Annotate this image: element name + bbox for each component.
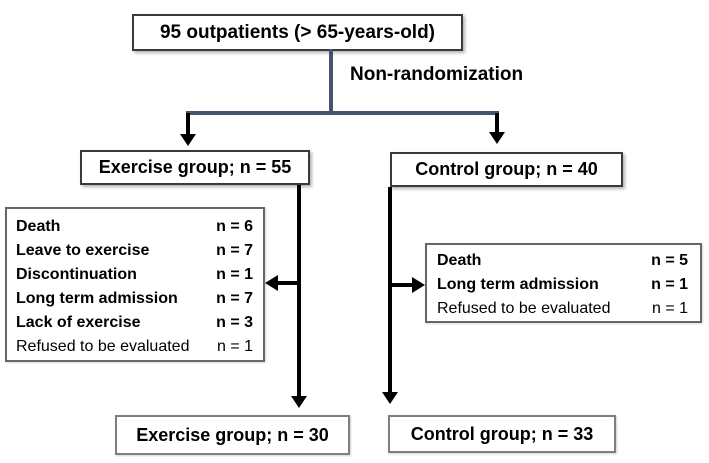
exclusion-row: Refused to be evaluated n = 1 — [437, 297, 688, 321]
arrowhead-down-icon — [291, 396, 307, 408]
exclusion-label: Refused to be evaluated — [16, 338, 190, 355]
non-randomization-label: Non-randomization — [350, 64, 524, 85]
exercise-group-final-box: Exercise group; n = 30 — [115, 415, 350, 455]
exclusion-row: Death n = 6 — [16, 215, 253, 239]
exclusion-row: Leave to exercise n = 7 — [16, 239, 253, 263]
arrowhead-down-icon — [180, 134, 196, 146]
arrowhead-left-icon — [265, 275, 278, 291]
exclusion-value: n = 1 — [216, 338, 253, 355]
arrow-shaft — [276, 281, 301, 285]
exercise-exclusions-box: Death n = 6 Leave to exercise n = 7 Disc… — [5, 207, 265, 362]
exercise-group-initial-label: Exercise group; n = 55 — [98, 157, 292, 177]
exclusion-value: n = 7 — [216, 290, 253, 307]
connector-vertical-stub — [329, 49, 333, 113]
arrowhead-right-icon — [412, 277, 425, 293]
control-group-final-label: Control group; n = 33 — [410, 423, 594, 444]
exclusion-label: Leave to exercise — [16, 242, 150, 259]
arrow-shaft — [495, 113, 499, 133]
exclusion-value: n = 1 — [216, 266, 253, 283]
arrow-shaft — [391, 283, 413, 287]
arrowhead-down-icon — [489, 132, 505, 144]
exclusion-value: n = 1 — [651, 276, 688, 293]
control-exclusions-box: Death n = 5 Long term admission n = 1 Re… — [425, 243, 702, 323]
exclusion-row: Lack of exercise n = 3 — [16, 311, 253, 335]
exclusion-row: Refused to be evaluated n = 1 — [16, 335, 253, 359]
exercise-group-final-label: Exercise group; n = 30 — [136, 424, 329, 445]
exclusion-label: Death — [437, 252, 482, 269]
control-group-initial-label: Control group; n = 40 — [415, 159, 598, 179]
arrowhead-down-icon — [382, 392, 398, 404]
exercise-group-initial-box: Exercise group; n = 55 — [80, 150, 310, 185]
exclusion-label: Discontinuation — [16, 266, 137, 283]
exclusion-value: n = 6 — [216, 218, 253, 235]
exclusion-label: Long term admission — [437, 276, 599, 293]
control-group-initial-box: Control group; n = 40 — [390, 152, 623, 187]
arrow-shaft — [186, 113, 190, 135]
exclusion-row: Long term admission n = 1 — [437, 273, 688, 297]
exclusion-value: n = 3 — [216, 314, 253, 331]
arrow-shaft — [297, 185, 301, 397]
total-patients-label: 95 outpatients (> 65-years-old) — [159, 21, 436, 43]
exclusion-label: Lack of exercise — [16, 314, 141, 331]
control-group-final-box: Control group; n = 33 — [388, 415, 616, 453]
connector-horizontal-branch — [186, 111, 499, 115]
exclusion-row: Discontinuation n = 1 — [16, 263, 253, 287]
exclusion-row: Death n = 5 — [437, 249, 688, 273]
exclusion-label: Long term admission — [16, 290, 178, 307]
exclusion-value: n = 7 — [216, 242, 253, 259]
exclusion-label: Refused to be evaluated — [437, 300, 611, 317]
exclusion-value: n = 1 — [651, 300, 688, 317]
total-patients-box: 95 outpatients (> 65-years-old) — [132, 14, 463, 51]
arrow-shaft — [388, 187, 392, 393]
exclusion-label: Death — [16, 218, 61, 235]
exclusion-value: n = 5 — [651, 252, 688, 269]
exclusion-row: Long term admission n = 7 — [16, 287, 253, 311]
